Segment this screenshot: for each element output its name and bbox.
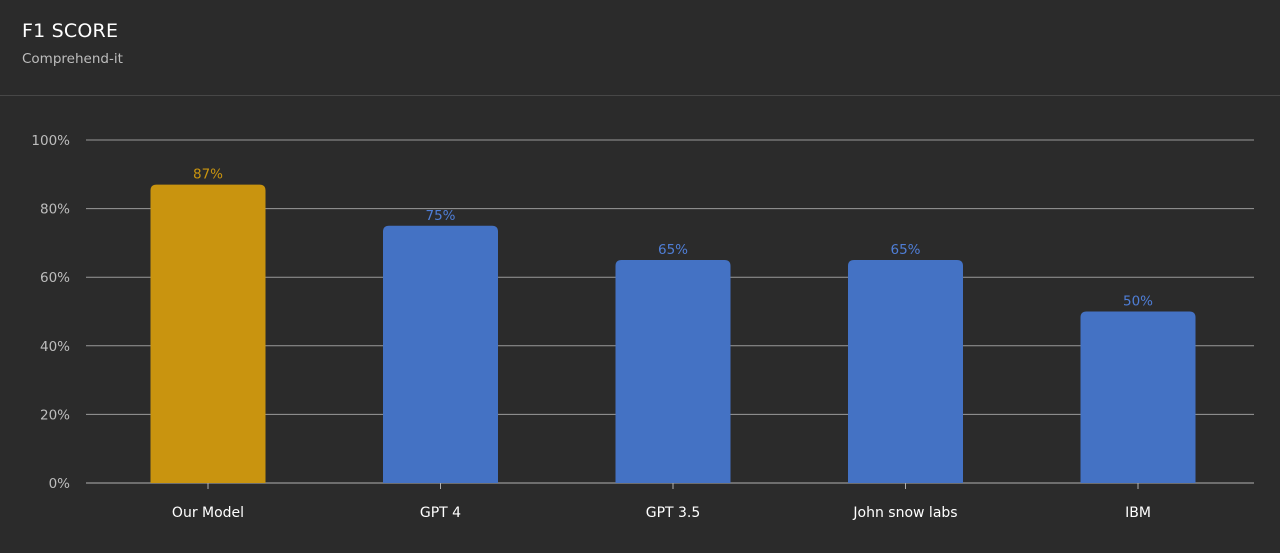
bar	[615, 260, 731, 483]
x-tick-label: Our Model	[172, 505, 244, 521]
bar-data-label: 65%	[890, 242, 920, 258]
y-tick-label: 20%	[40, 407, 70, 423]
bar-data-label: 65%	[658, 242, 688, 258]
y-tick-label: 80%	[40, 202, 70, 218]
x-tick-label: John snow labs	[852, 505, 957, 521]
bar	[1080, 311, 1196, 483]
chart-subtitle: Comprehend-it	[22, 51, 123, 67]
x-tick-label: GPT 4	[420, 505, 461, 521]
bar	[383, 225, 498, 483]
bar	[848, 260, 963, 483]
chart-header: F1 SCORE Comprehend-it	[0, 0, 1280, 96]
y-tick-label: 100%	[31, 133, 70, 149]
bar-data-label: 87%	[193, 167, 223, 183]
y-tick-label: 40%	[40, 339, 70, 355]
x-tick-label: IBM	[1125, 505, 1151, 521]
y-tick-label: 0%	[49, 476, 71, 492]
x-tick-label: GPT 3.5	[646, 505, 701, 521]
bar-data-label: 75%	[425, 208, 455, 224]
bar	[150, 184, 266, 483]
chart-title: F1 SCORE	[22, 20, 119, 42]
bar-data-label: 50%	[1123, 294, 1153, 310]
y-tick-label: 60%	[40, 270, 70, 286]
